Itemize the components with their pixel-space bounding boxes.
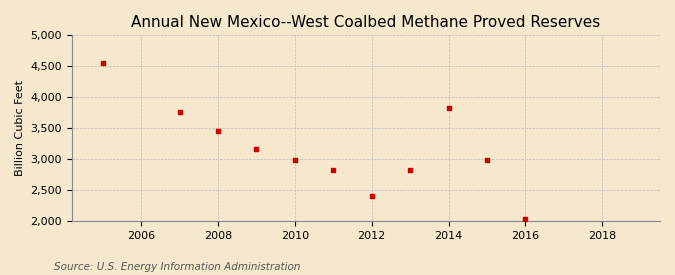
Point [328,168,339,172]
Point [482,158,493,162]
Text: Source: U.S. Energy Information Administration: Source: U.S. Energy Information Administ… [54,262,300,272]
Point [290,158,300,162]
Point [443,106,454,110]
Title: Annual New Mexico--West Coalbed Methane Proved Reserves: Annual New Mexico--West Coalbed Methane … [132,15,601,30]
Point [59,39,70,44]
Point [520,216,531,221]
Point [405,168,416,172]
Point [97,60,108,65]
Point [174,110,185,114]
Point [213,128,223,133]
Y-axis label: Billion Cubic Feet: Billion Cubic Feet [15,80,25,176]
Point [367,194,377,199]
Point [251,147,262,152]
